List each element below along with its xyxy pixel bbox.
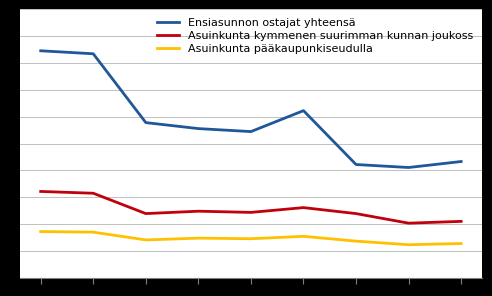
Asuinkunta pääkaupunkiseudulla	[195, 237, 201, 240]
Ensiasunnon ostajat yhteensä	[143, 121, 149, 124]
Ensiasunnon ostajat yhteensä	[91, 52, 96, 56]
Asuinkunta kymmenen suurimman kunnan joukoss	[458, 220, 464, 223]
Asuinkunta pääkaupunkiseudulla	[301, 234, 307, 238]
Asuinkunta kymmenen suurimman kunnan joukoss	[353, 212, 359, 215]
Ensiasunnon ostajat yhteensä	[458, 160, 464, 163]
Asuinkunta pääkaupunkiseudulla	[38, 230, 44, 233]
Asuinkunta pääkaupunkiseudulla	[405, 243, 411, 247]
Ensiasunnon ostajat yhteensä	[301, 109, 307, 112]
Ensiasunnon ostajat yhteensä	[195, 127, 201, 130]
Asuinkunta pääkaupunkiseudulla	[248, 237, 254, 241]
Asuinkunta pääkaupunkiseudulla	[143, 238, 149, 242]
Ensiasunnon ostajat yhteensä	[353, 163, 359, 166]
Asuinkunta kymmenen suurimman kunnan joukoss	[405, 221, 411, 225]
Asuinkunta kymmenen suurimman kunnan joukoss	[38, 190, 44, 193]
Asuinkunta kymmenen suurimman kunnan joukoss	[143, 212, 149, 215]
Asuinkunta pääkaupunkiseudulla	[458, 242, 464, 245]
Legend: Ensiasunnon ostajat yhteensä, Asuinkunta kymmenen suurimman kunnan joukoss, Asui: Ensiasunnon ostajat yhteensä, Asuinkunta…	[154, 15, 477, 57]
Asuinkunta kymmenen suurimman kunnan joukoss	[301, 206, 307, 209]
Asuinkunta kymmenen suurimman kunnan joukoss	[91, 192, 96, 195]
Line: Asuinkunta pääkaupunkiseudulla: Asuinkunta pääkaupunkiseudulla	[41, 231, 461, 245]
Asuinkunta kymmenen suurimman kunnan joukoss	[195, 210, 201, 213]
Ensiasunnon ostajat yhteensä	[248, 130, 254, 133]
Line: Asuinkunta kymmenen suurimman kunnan joukoss: Asuinkunta kymmenen suurimman kunnan jou…	[41, 192, 461, 223]
Line: Ensiasunnon ostajat yhteensä: Ensiasunnon ostajat yhteensä	[41, 51, 461, 168]
Ensiasunnon ostajat yhteensä	[38, 49, 44, 53]
Ensiasunnon ostajat yhteensä	[405, 166, 411, 169]
Asuinkunta pääkaupunkiseudulla	[91, 230, 96, 234]
Asuinkunta kymmenen suurimman kunnan joukoss	[248, 211, 254, 214]
Asuinkunta pääkaupunkiseudulla	[353, 239, 359, 243]
